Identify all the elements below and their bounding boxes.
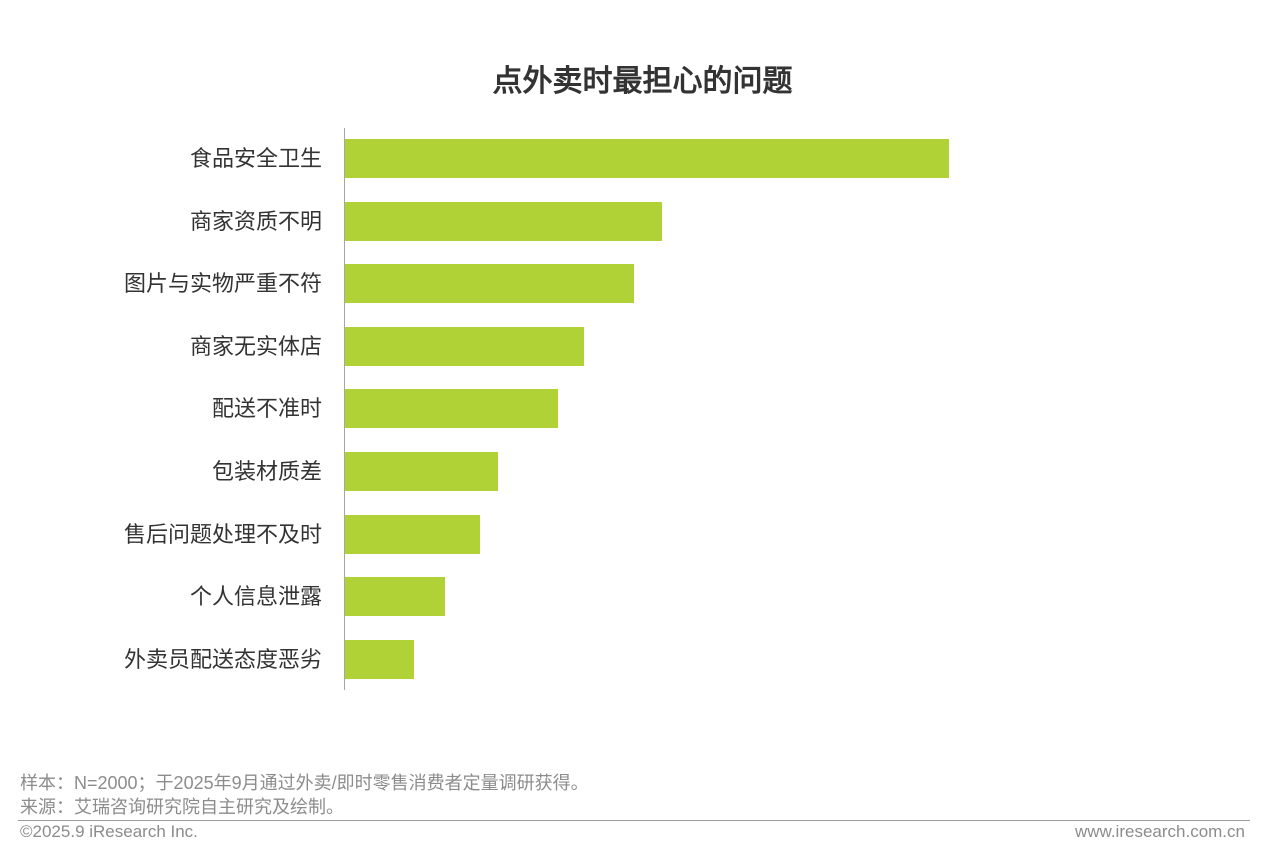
category-label-3: 图片与实物严重不符 — [123, 271, 322, 297]
chart-title: 点外卖时最担心的问题 — [492, 65, 793, 98]
source-note: 来源：艾瑞咨询研究院自主研究及绘制。 — [20, 797, 344, 817]
bar-6 — [345, 452, 498, 491]
bar-3 — [345, 264, 634, 304]
bar-1 — [345, 139, 949, 178]
sample-note: 样本：N=2000；于2025年9月通过外卖/即时零售消费者定量调研获得。 — [20, 773, 589, 793]
category-label-6: 包装材质差 — [211, 459, 322, 484]
category-label-8: 个人信息泄露 — [189, 584, 322, 610]
bar-9 — [345, 639, 414, 679]
bar-5 — [345, 389, 559, 429]
bar-2 — [345, 201, 663, 241]
bar-4 — [345, 326, 585, 366]
y-axis-line — [344, 128, 345, 690]
copyright-text: ©2025.9 iResearch Inc. — [20, 822, 198, 841]
category-label-7: 售后问题处理不及时 — [123, 521, 322, 547]
category-label-9: 外卖员配送态度恶劣 — [123, 646, 322, 672]
category-label-5: 配送不准时 — [211, 396, 322, 422]
category-label-1: 食品安全卫生 — [189, 146, 322, 171]
bar-8 — [345, 577, 446, 617]
category-label-4: 商家无实体店 — [189, 333, 322, 359]
website-link[interactable]: www.iresearch.com.cn — [1074, 822, 1245, 841]
bar-7 — [345, 514, 481, 554]
footer-divider — [18, 820, 1250, 821]
category-label-2: 商家资质不明 — [189, 208, 322, 234]
